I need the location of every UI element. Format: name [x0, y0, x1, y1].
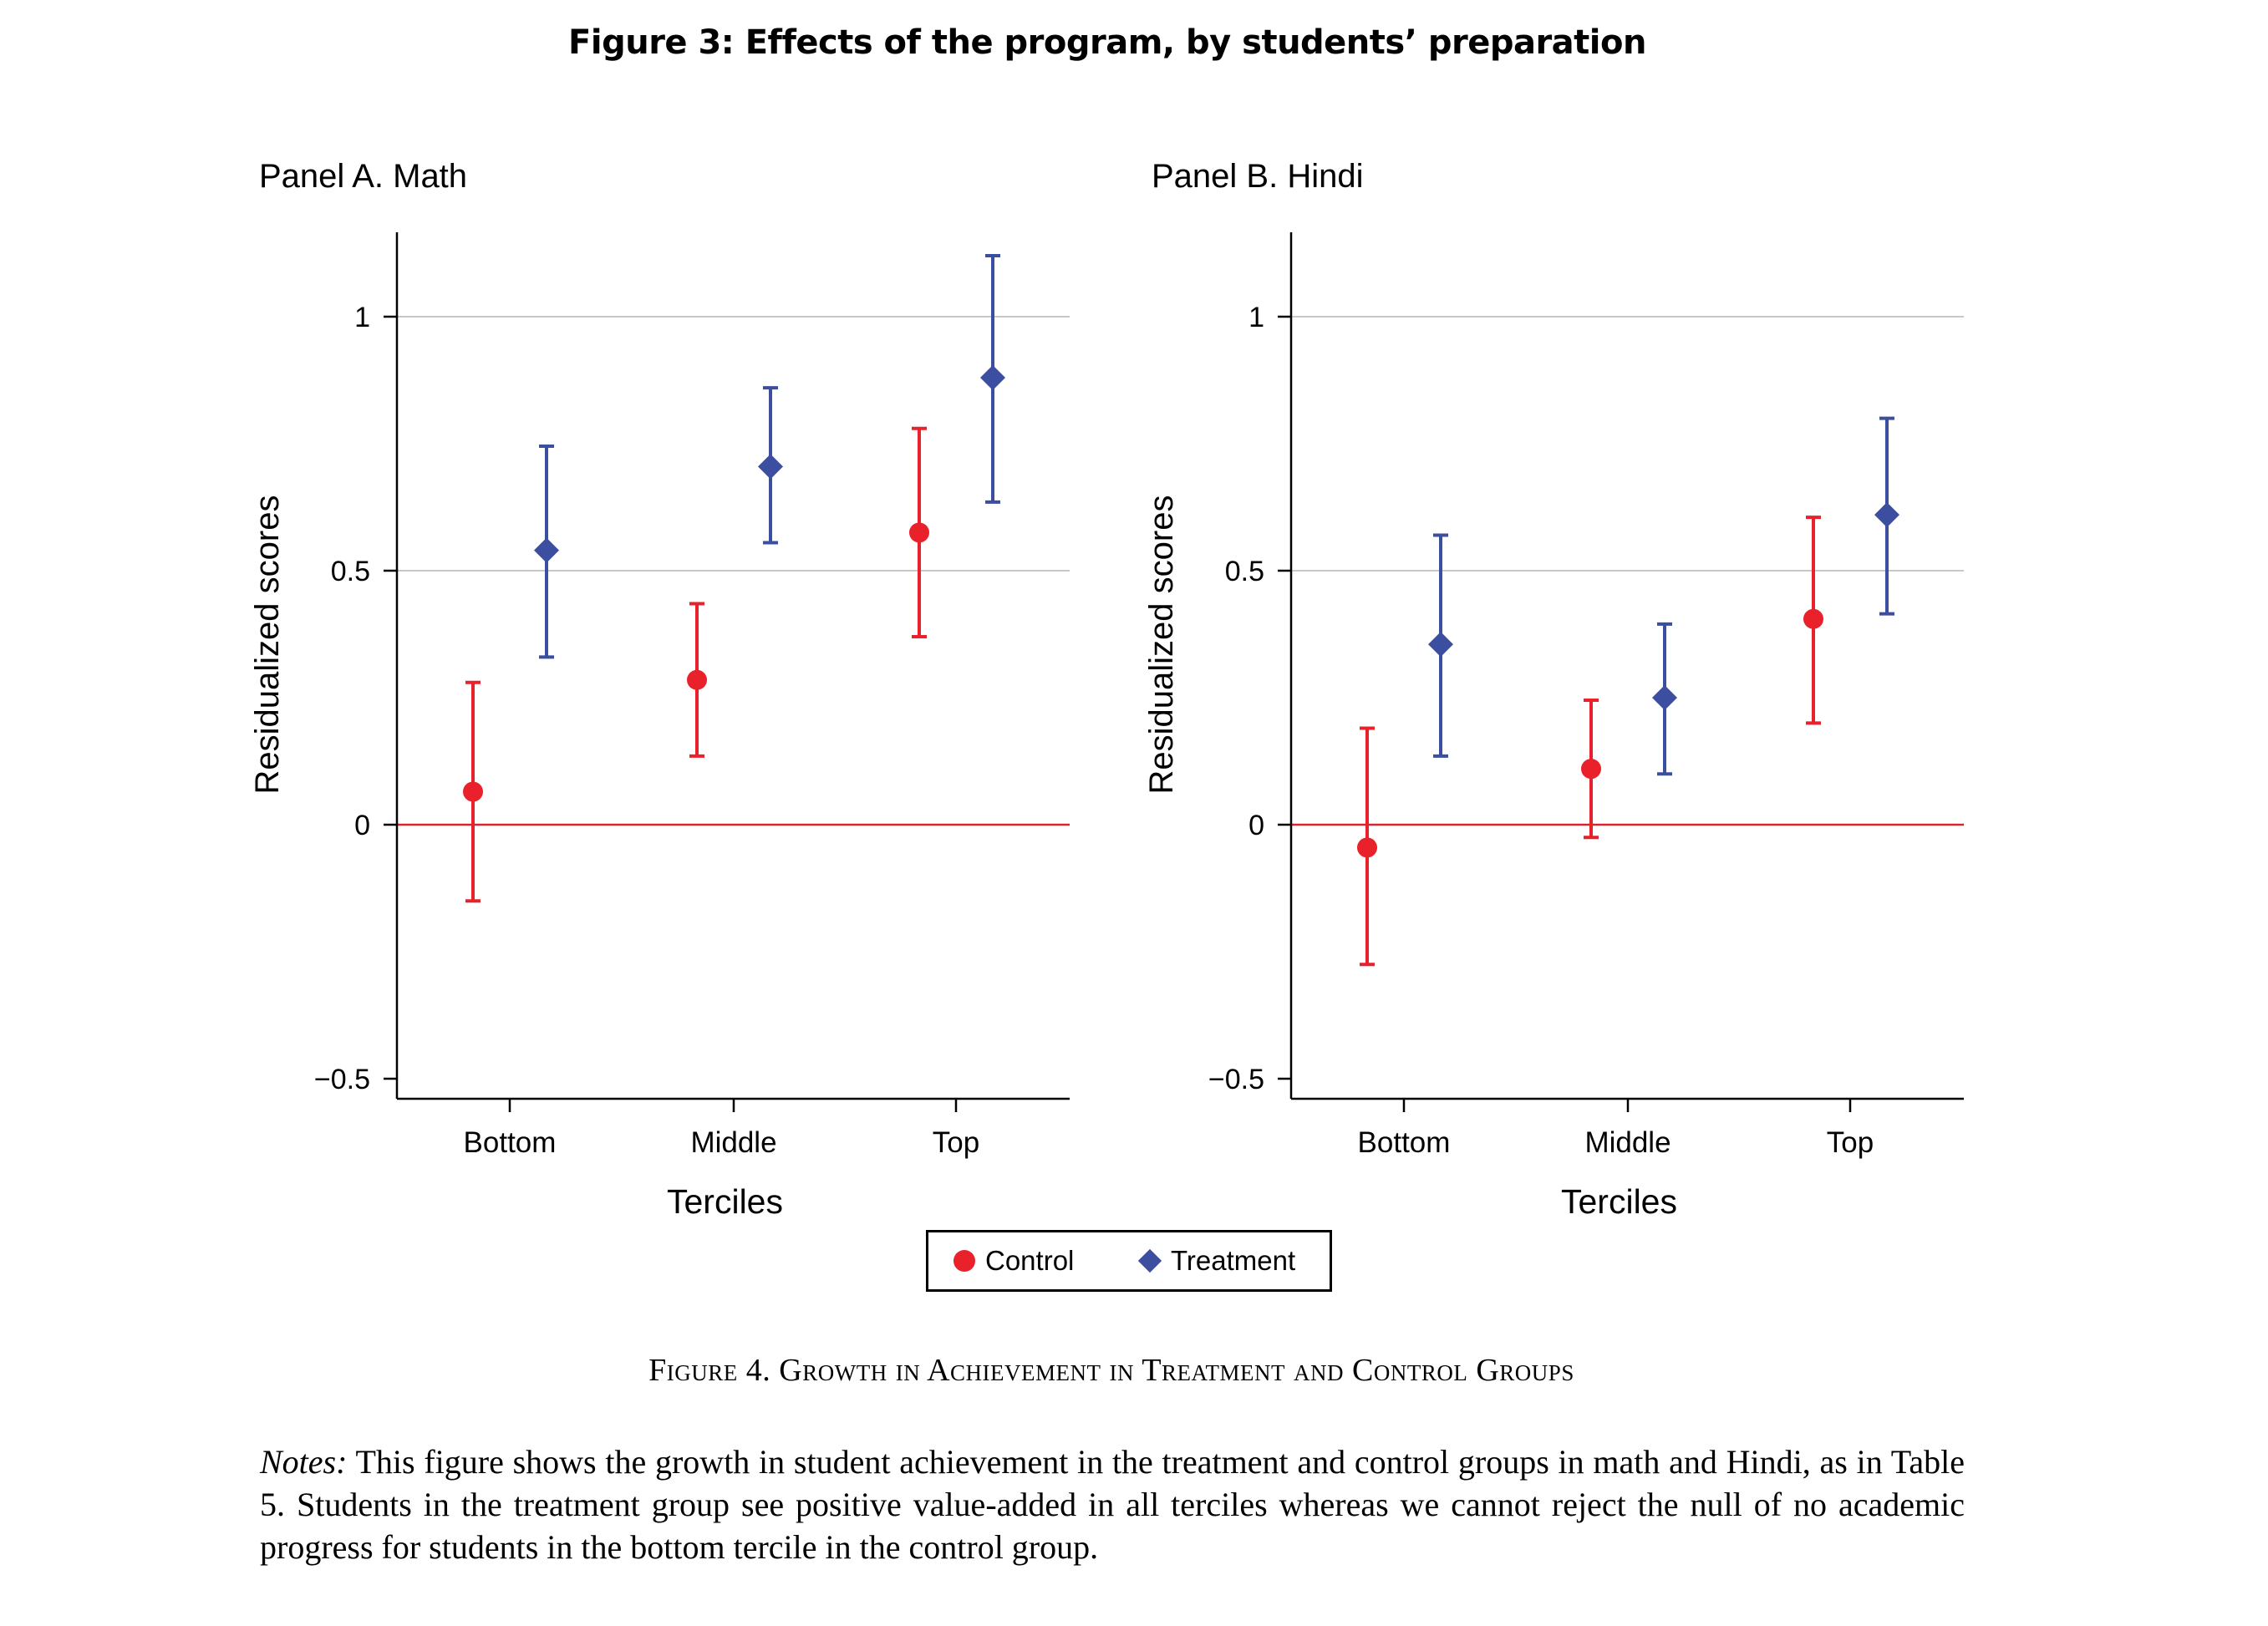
panel-a-control-point [463, 781, 483, 802]
panel-a-y-tick-label: 1 [354, 302, 370, 333]
panel-a-x-tick-label: Middle [690, 1126, 776, 1159]
panel-b-x-axis-label: Terciles [1561, 1182, 1677, 1221]
figure-notes: Notes: This figure shows the growth in s… [260, 1441, 1965, 1568]
panel-b-x-tick-label: Middle [1584, 1126, 1670, 1159]
legend-treatment-label: Treatment [1171, 1245, 1296, 1276]
panel-a-treatment-point [980, 364, 1005, 390]
legend-item-control: Control [953, 1232, 1074, 1289]
panel-b-treatment-point [1428, 632, 1453, 658]
panel-b-x-tick-label: Bottom [1358, 1126, 1451, 1159]
control-marker-icon [953, 1250, 975, 1272]
panel-a-title: Panel A. Math [259, 158, 467, 195]
panel-a-control-point [687, 669, 707, 690]
legend-control-label: Control [985, 1245, 1075, 1276]
panel-a-control-point [909, 522, 929, 543]
panel-b-x-tick-label: Top [1827, 1126, 1874, 1159]
panel-a-x-tick-label: Bottom [464, 1126, 557, 1159]
panel-a-x-tick-label: Top [933, 1126, 979, 1159]
panel-b-y-tick-label: 0 [1248, 810, 1264, 841]
notes-label: Notes: [260, 1443, 348, 1481]
panel-b-y-tick-label: 1 [1248, 302, 1264, 333]
panel-a-y-tick-label: −0.5 [314, 1064, 370, 1095]
panel-b-control-point [1803, 608, 1823, 629]
panel-b-treatment-point [1874, 502, 1899, 528]
panel-b-y-tick-label: 0.5 [1225, 556, 1264, 587]
panel-b-y-tick-label: −0.5 [1208, 1064, 1264, 1095]
panel-b-control-point [1581, 759, 1601, 780]
panel-b-y-axis-label: Residualized scores [1143, 495, 1180, 795]
panel-a-y-tick-label: 0.5 [331, 556, 370, 587]
panel-a-treatment-point [534, 537, 559, 563]
panel-b-control-point [1357, 837, 1377, 858]
panel-a-y-tick-label: 0 [354, 810, 370, 841]
figure-title: Figure 3: Effects of the program, by stu… [568, 23, 1646, 62]
notes-text: This figure shows the growth in student … [260, 1443, 1965, 1566]
panel-b-title: Panel B. Hindi [1152, 158, 1363, 195]
panel-a-treatment-point [758, 454, 783, 480]
panel-a-x-axis-label: Terciles [667, 1182, 783, 1221]
legend: Control Treatment [926, 1230, 1332, 1292]
legend-item-treatment: Treatment [1139, 1232, 1295, 1289]
panel-a-y-axis-label: Residualized scores [249, 495, 286, 795]
treatment-marker-icon [1139, 1250, 1161, 1272]
panel-b-treatment-point [1652, 685, 1677, 710]
figure-caption: Figure 4. Growth in Achievement in Treat… [648, 1353, 1574, 1388]
